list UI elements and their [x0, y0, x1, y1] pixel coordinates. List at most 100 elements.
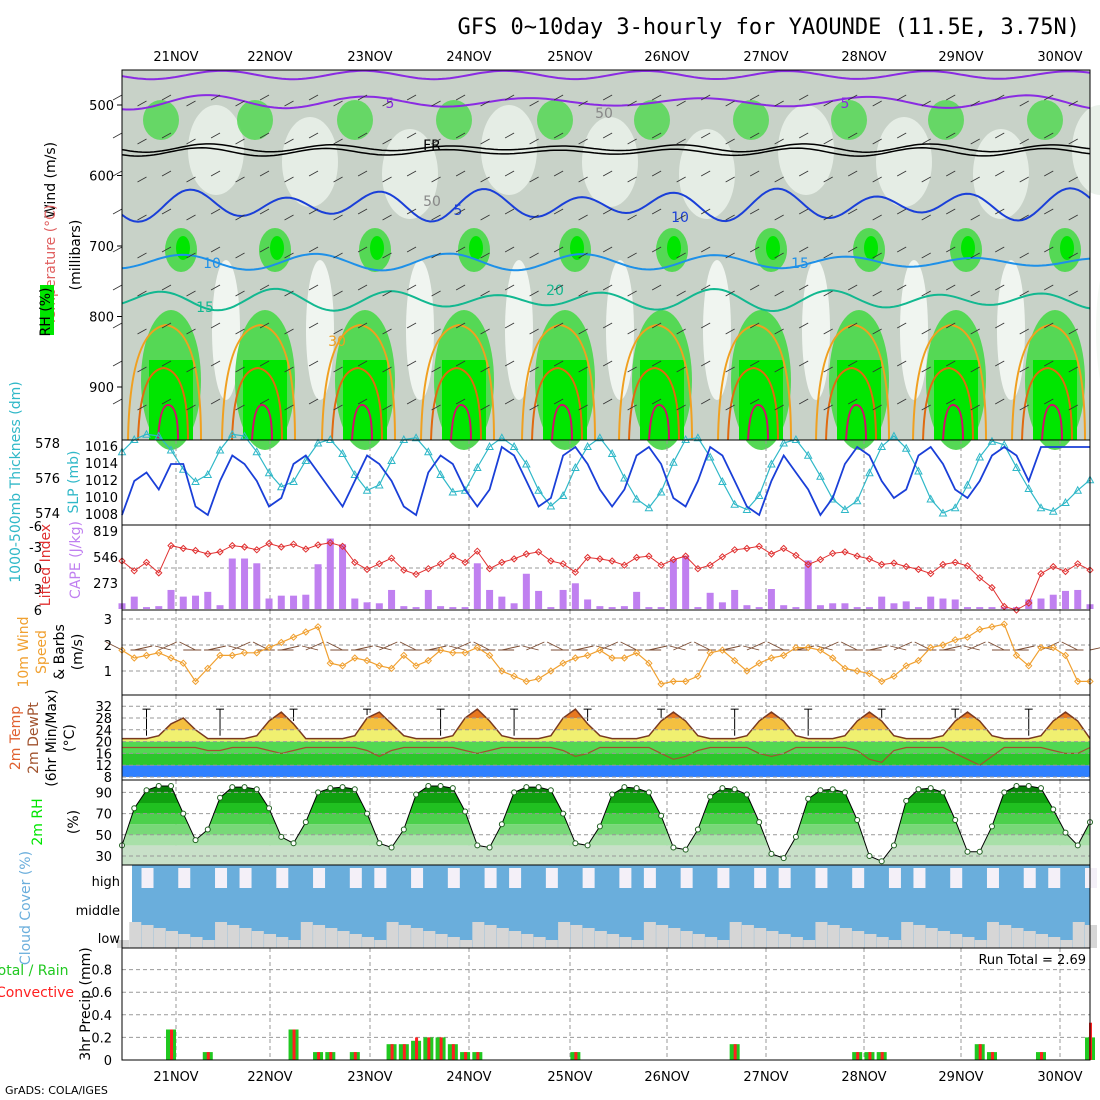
date-label-bottom-6: 27NOV — [743, 1070, 788, 1085]
thickness-tick-1: 576 — [35, 472, 60, 487]
cloud-low-9 — [227, 925, 240, 948]
rh-marker-33 — [523, 784, 530, 791]
upper-wind-barb — [921, 404, 931, 411]
thickness-marker-1 — [129, 434, 139, 443]
wind-tick-2: 1 — [104, 665, 112, 680]
upper-wind-barb — [553, 94, 564, 101]
upper-wind-barb — [161, 360, 172, 367]
date-label-bottom-5: 26NOV — [644, 1070, 689, 1085]
rh-marker-20 — [364, 810, 371, 817]
lifted-index-marker-61 — [865, 555, 874, 563]
thickness-marker-6 — [191, 476, 200, 485]
surface-wind-barb-78 — [1061, 641, 1078, 651]
li-tick-1: -3 — [29, 541, 42, 556]
cloud-low-64 — [901, 922, 914, 948]
surface-wind-barb-45 — [673, 641, 692, 651]
cloud-low-36 — [558, 922, 571, 948]
upper-wind-barb — [921, 138, 931, 145]
cloud-high-clear-8 — [215, 868, 228, 888]
thickness-marker-9 — [227, 429, 237, 438]
upper-wind-barb — [1044, 208, 1054, 215]
upper-wind-barb — [480, 176, 490, 183]
date-label-top-2: 23NOV — [347, 50, 392, 65]
wind-speed-marker-39 — [596, 646, 604, 654]
upper-wind-barb — [897, 322, 907, 329]
isotherm-15 — [121, 287, 1091, 313]
surface-wind-barb-57 — [820, 641, 839, 651]
isotherm-25-loop-5 — [628, 366, 680, 441]
upper-wind-barb — [847, 170, 858, 177]
surface-wind-barb-24 — [399, 641, 417, 651]
temp-tick-3: 20 — [95, 736, 112, 751]
upper-wind-barb — [897, 246, 907, 253]
upper-wind-barb — [455, 94, 466, 101]
chart-title: GFS 0~10day 3-hourly for YAOUNDE (11.5E,… — [457, 15, 1080, 40]
ylabel-millibars: (millibars) — [68, 220, 84, 291]
upper-wind-barb — [308, 322, 319, 329]
cloud-high-clear-24 — [411, 868, 424, 888]
cloud-low-11 — [251, 931, 264, 948]
wind-speed-marker-15 — [302, 628, 310, 636]
wind-speed-marker-60 — [853, 667, 861, 675]
surface-wind-barb-21 — [379, 641, 398, 651]
lifted-index-marker-60 — [853, 552, 861, 560]
cloud-low-31 — [496, 928, 509, 948]
thickness-marker-71 — [987, 436, 997, 445]
date-label-top-9: 30NOV — [1037, 50, 1082, 65]
lifted-index-marker-16 — [314, 541, 322, 549]
precip-convective-bar-75 — [1039, 1052, 1043, 1060]
cape-bar-30 — [486, 589, 494, 609]
upper-wind-barb — [774, 214, 784, 221]
upper-wind-barb — [480, 252, 490, 259]
cape-bar-14 — [290, 595, 298, 609]
upper-wind-barb — [774, 176, 784, 183]
contour-label-11: 50 — [423, 194, 441, 210]
thickness-marker-12 — [264, 468, 274, 477]
upper-wind-barb — [995, 246, 1005, 253]
upper-wind-barb — [578, 214, 588, 221]
pressure-label-1: 600 — [89, 170, 114, 185]
upper-wind-barb — [651, 170, 662, 177]
lifted-index-marker-7 — [204, 550, 212, 558]
surface-wind-barb-9 — [232, 641, 251, 651]
rh-marker-48 — [707, 793, 714, 800]
upper-wind-barb — [333, 176, 343, 183]
slp-tick-2: 1012 — [85, 474, 118, 489]
wind-speed-marker-16 — [314, 623, 322, 631]
cape-bar-16 — [314, 564, 322, 609]
rh-marker-35 — [547, 787, 554, 794]
upper-wind-barb — [333, 290, 343, 297]
cloud-low-54 — [778, 934, 791, 948]
upper-wind-barb — [333, 138, 343, 145]
thickness-marker-27 — [448, 487, 458, 496]
cape-bar-6 — [192, 595, 200, 609]
lifted-index-marker-1 — [130, 567, 138, 575]
upper-wind-barb — [210, 170, 221, 177]
cloud-low-16 — [313, 925, 326, 948]
upper-wind-barb — [284, 138, 294, 145]
precip-convective-bar-71 — [990, 1052, 994, 1060]
surface-wind-barb-72 — [988, 641, 1005, 651]
ylabel-wind10m-4: (m/s) — [70, 634, 86, 671]
upper-wind-barb — [872, 252, 882, 259]
wind-speed-marker-42 — [632, 649, 641, 657]
lifted-index-marker-78 — [1074, 560, 1082, 568]
date-label-bottom-2: 23NOV — [347, 1070, 392, 1085]
surface-wind-barb-46 — [669, 645, 686, 651]
contour-label-8: 20 — [546, 283, 564, 299]
upper-wind-barb — [357, 132, 368, 139]
cloud-low-35 — [545, 940, 558, 948]
lifted-index-marker-52 — [755, 542, 763, 551]
upper-wind-barb — [455, 284, 466, 291]
contour-label-3: 5 — [454, 203, 463, 219]
cloud-level-middle: middle — [76, 904, 120, 919]
thickness-tick-0: 578 — [35, 437, 60, 452]
cape-bar-72 — [1000, 607, 1008, 609]
upper-wind-barb — [137, 404, 147, 411]
upper-wind-barb — [676, 100, 686, 107]
rh-marker-14 — [290, 840, 297, 847]
rh-marker-47 — [694, 826, 701, 833]
cape-bar-3 — [155, 606, 163, 609]
cloud-high-clear-52 — [754, 868, 767, 888]
lifted-index-marker-41 — [620, 561, 629, 569]
